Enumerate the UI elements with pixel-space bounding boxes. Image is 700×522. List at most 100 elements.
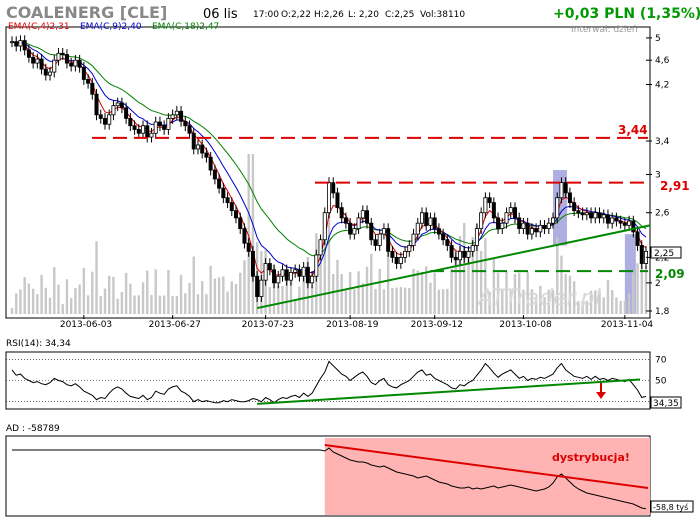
blue-highlight-zone-1 [553, 170, 568, 246]
volume-bar [505, 272, 508, 314]
volume-bar [348, 272, 352, 314]
candle-body [314, 254, 319, 277]
low-label: L: 2,20 [348, 10, 379, 20]
candle-body [310, 275, 315, 284]
volume-bar [484, 238, 487, 314]
candle-body [229, 202, 234, 212]
candle-body [297, 269, 302, 277]
price-y-tick-label: 3,4 [655, 137, 670, 147]
interval-label: Interwał: dzień [571, 25, 638, 35]
volume-bar [175, 296, 179, 314]
candle-body [369, 222, 374, 241]
volume-bar [31, 288, 35, 314]
volume-bar [429, 282, 432, 314]
candle-body [403, 250, 408, 258]
volume-bars [10, 154, 648, 314]
candle-body [322, 212, 327, 241]
ad-down-trend-line [324, 444, 649, 489]
level-label-low: 2,09 [655, 267, 685, 281]
volume-bar [340, 274, 343, 314]
candle-body [639, 245, 644, 264]
candle-body [496, 217, 501, 229]
volume-bar [568, 275, 572, 314]
candle-body [491, 202, 496, 219]
candle-body [567, 192, 572, 204]
volume-bar [74, 288, 77, 314]
x-date-tick-label: 2013-10-08 [499, 320, 552, 330]
candle-body [77, 59, 82, 68]
volume-bar [365, 266, 369, 314]
volume-bar [27, 283, 31, 314]
candle-body [390, 250, 395, 258]
volume-bar [234, 283, 238, 314]
candle-body [398, 256, 403, 264]
candle-body [9, 41, 14, 44]
candle-body [326, 182, 331, 214]
candle-body [301, 266, 306, 277]
price-y-tick-label: 2 [655, 279, 661, 289]
candle-body [94, 93, 99, 116]
volume-bar [184, 293, 187, 314]
candle-body [483, 197, 488, 214]
candle-body [98, 114, 103, 119]
volume-bar [361, 283, 365, 314]
x-date-tick-label: 2013-06-27 [149, 320, 201, 330]
volume-bar [69, 298, 73, 314]
candle-body [339, 207, 344, 219]
candle-body [35, 58, 40, 64]
volume-bar [61, 304, 64, 314]
volume-bar [454, 249, 457, 314]
candle-body [589, 212, 594, 219]
volume-bar [395, 287, 398, 314]
volume-bar [627, 293, 631, 314]
price-y-tick-label: 1,8 [655, 307, 670, 317]
volume-bar [112, 276, 115, 314]
volume-bar [530, 289, 534, 314]
volume-bar [239, 272, 242, 314]
distribution-label: dystrybucja! [552, 451, 630, 464]
candle-body [272, 269, 277, 284]
candle-body [179, 110, 184, 122]
volume-bar [610, 290, 614, 314]
candle-body [479, 212, 484, 229]
candle-body [517, 217, 522, 229]
volume-bar [281, 286, 284, 314]
volume-bar [344, 290, 348, 314]
ad-series [12, 447, 647, 510]
rsi-title: RSI(14): 34,34 [6, 339, 71, 349]
volume-bar [78, 284, 81, 314]
candle-body [305, 266, 310, 284]
volume-bar [403, 287, 407, 314]
candle-body [445, 239, 450, 246]
candle-body [56, 52, 61, 61]
candle-body [500, 222, 505, 229]
rsi-y-tick-label: 50 [655, 377, 667, 387]
volume-bar [192, 256, 195, 314]
volume-bar [99, 296, 102, 314]
candle-body [373, 239, 378, 246]
volume-bar [146, 270, 149, 314]
volume-bar [133, 295, 136, 314]
volume-bar [179, 274, 183, 314]
candle-body [31, 56, 36, 64]
volume-bar [420, 272, 424, 314]
last-price-box [650, 246, 682, 259]
volume-bar [40, 274, 43, 314]
volume-bar [479, 251, 483, 314]
volume-bar [564, 273, 567, 314]
candle-body [174, 110, 179, 116]
volume-bar [336, 259, 339, 314]
candle-body [107, 114, 112, 125]
candle-body [64, 54, 69, 64]
volume-bar [594, 290, 597, 314]
volume-bar [65, 279, 69, 314]
volume-bar [251, 154, 255, 314]
volume-bar [509, 290, 512, 314]
volume-bar [201, 281, 204, 314]
candle-body [614, 217, 619, 222]
volume-bar [209, 265, 212, 314]
rising-trend-line [256, 224, 651, 310]
last-price-label: 2,25 [654, 249, 674, 259]
candle-body [73, 59, 78, 67]
candle-body [534, 228, 539, 233]
